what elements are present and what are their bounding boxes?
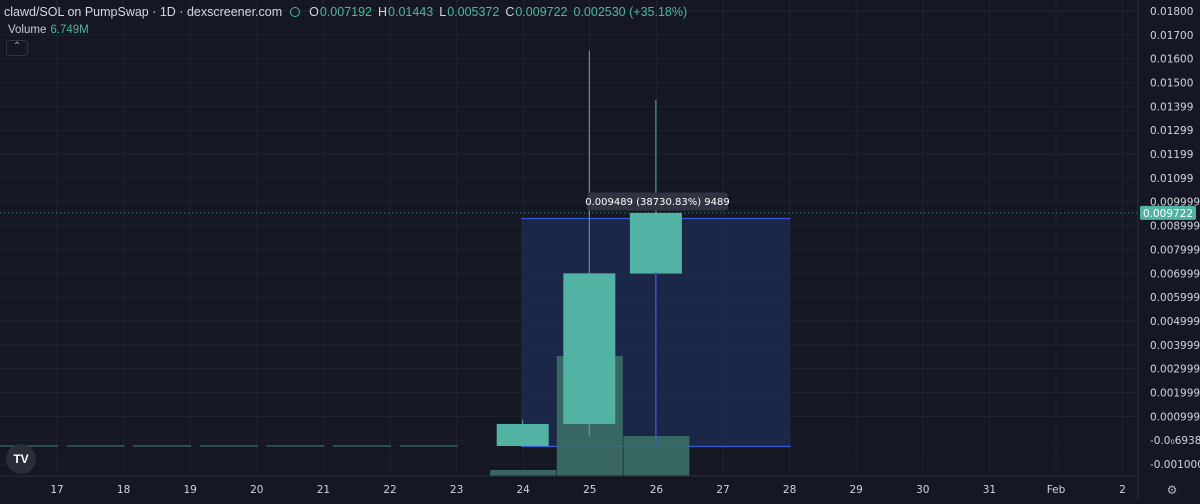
y-tick-label: 0.01199 [1150, 149, 1193, 161]
high-key: H [378, 5, 388, 19]
high-value: 0.01443 [388, 5, 434, 19]
x-tick-label: 23 [450, 484, 463, 496]
open-key: O [309, 5, 319, 19]
x-tick-label: 17 [50, 484, 63, 496]
x-tick-label: 21 [317, 484, 330, 496]
measure-label-box [587, 192, 728, 211]
close-key: C [505, 5, 515, 19]
x-tick-label: 25 [583, 484, 596, 496]
y-tick-label: 0.003999 [1150, 340, 1200, 352]
tradingview-logo[interactable]: TV [6, 444, 36, 474]
last-price-label: 0.009722 [1143, 208, 1193, 220]
x-tick-label: 29 [850, 484, 863, 496]
candle-body [496, 423, 549, 447]
x-tick-label: 18 [117, 484, 130, 496]
x-tick-label: Feb [1047, 484, 1066, 496]
candle-body [563, 273, 616, 424]
volume-bar [490, 470, 557, 476]
low-key: L [439, 5, 447, 19]
y-tick-label: 0.01700 [1150, 30, 1193, 42]
symbol-title[interactable]: clawd/SOL on PumpSwap · 1D · dexscreener… [4, 5, 283, 19]
chart-legend: clawd/SOL on PumpSwap · 1D · dexscreener… [4, 3, 693, 21]
close-value: 0.009722 [515, 5, 568, 19]
x-tick-label: 24 [517, 484, 531, 496]
x-tick-label: 27 [716, 484, 729, 496]
measure-label: 0.009489 (38730.83%) 9489 [585, 197, 730, 208]
open-value: 0.007192 [319, 5, 373, 19]
x-tick-label: 2 [1119, 484, 1126, 496]
y-tick-label: 0.01500 [1150, 78, 1193, 90]
y-tick-label: 0.009999 [1150, 197, 1200, 209]
y-tick-label: 0.01600 [1150, 54, 1193, 66]
y-tick-label: 0.005999 [1150, 292, 1200, 304]
last-price-tag [1140, 205, 1196, 220]
volume-value: 6.749M [50, 24, 89, 36]
y-tick-label: 0.01800 [1150, 6, 1193, 18]
x-tick-label: 22 [383, 484, 396, 496]
gear-icon[interactable]: ⚙ [1166, 483, 1178, 497]
low-value: 0.005372 [447, 5, 500, 19]
x-tick-label: 20 [250, 484, 263, 496]
y-tick-label: 0.001999 [1150, 387, 1200, 399]
y-tick-label: 0.006999 [1150, 268, 1200, 280]
y-tick-label: 0.01399 [1150, 101, 1193, 113]
volume-label: Volume [8, 24, 47, 36]
candle-body [629, 212, 682, 274]
y-tick-label: 0.004999 [1150, 316, 1200, 328]
y-tick-label: -0.0₀6938 [1150, 435, 1200, 447]
x-tick-label: 28 [783, 484, 796, 496]
y-tick-label: 0.01099 [1150, 173, 1193, 185]
y-tick-label: 0.01299 [1150, 125, 1193, 137]
x-tick-label: 19 [184, 484, 197, 496]
y-tick-label: 0.007999 [1150, 244, 1200, 256]
x-tick-label: 26 [650, 484, 664, 496]
x-tick-label: 31 [983, 484, 996, 496]
y-tick-label: 0.0009999 [1150, 411, 1200, 423]
y-tick-label: 0.008999 [1150, 221, 1200, 233]
change-value: 0.002530 (+35.18%) [573, 5, 688, 19]
x-tick-label: 30 [916, 484, 929, 496]
chevron-up-icon[interactable]: ⌃ [6, 40, 28, 56]
y-tick-label: -0.001000 [1150, 459, 1200, 471]
y-tick-label: 0.002999 [1150, 364, 1200, 376]
volume-legend: Volume 6.749M [8, 24, 89, 36]
eye-icon[interactable] [290, 7, 301, 17]
